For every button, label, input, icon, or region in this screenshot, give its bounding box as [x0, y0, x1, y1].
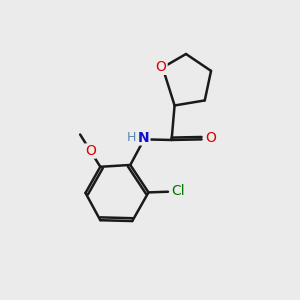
Text: O: O: [205, 131, 216, 145]
Text: N: N: [138, 131, 150, 145]
Text: H: H: [127, 131, 136, 144]
Text: O: O: [85, 144, 96, 158]
Text: Cl: Cl: [171, 184, 184, 198]
Text: O: O: [156, 60, 167, 74]
